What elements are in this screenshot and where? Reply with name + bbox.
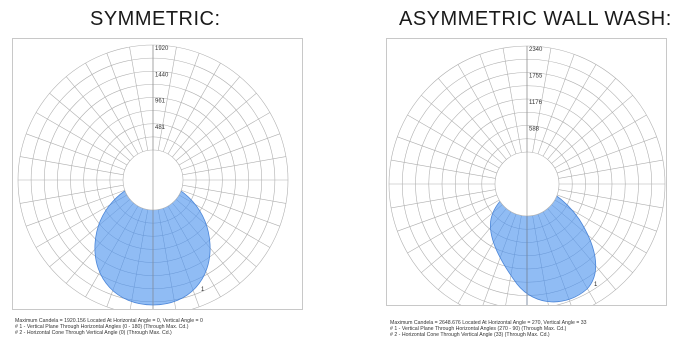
grid-spoke xyxy=(85,62,139,155)
grid-spoke xyxy=(502,48,522,153)
grid-spoke xyxy=(175,199,211,267)
grid-spoke xyxy=(438,78,507,160)
grid-spoke xyxy=(26,189,125,227)
symmetric-polar-plot: 481 961 1440 1920 1 xyxy=(17,44,289,309)
grid-spoke xyxy=(129,209,149,305)
legend-line: Maximum Candela = 2648.676 Located At Ho… xyxy=(390,320,587,326)
curve-label: 1 xyxy=(594,282,598,288)
grid-spoke xyxy=(556,194,657,232)
asymmetric-legend: Maximum Candela = 2648.676 Located At Ho… xyxy=(390,320,587,339)
grid-spoke xyxy=(407,114,500,169)
asymmetric-photometric-diagram: 588 1176 1755 2340 1 xyxy=(386,38,667,306)
grid-spoke xyxy=(532,215,552,302)
grid-spoke xyxy=(106,53,144,152)
grid-spoke xyxy=(65,76,134,158)
ring-label: 1440 xyxy=(155,72,169,78)
grid-spoke xyxy=(19,184,124,204)
grid-spoke xyxy=(106,208,143,305)
grid-spoke xyxy=(162,53,200,152)
grid-spoke xyxy=(178,194,211,248)
grid-spoke xyxy=(391,159,496,179)
grid-spoke xyxy=(547,78,616,160)
grid-spoke xyxy=(182,184,287,204)
grid-spoke xyxy=(421,204,503,273)
symmetric-heading: SYMMETRIC: xyxy=(90,8,221,30)
grid-spoke xyxy=(502,215,522,302)
ring-label: 481 xyxy=(155,125,166,131)
grid-spoke xyxy=(542,64,597,157)
ring-label: 1176 xyxy=(529,100,543,106)
legend-line: # 1 - Vertical Plane Through Horizontal … xyxy=(15,324,189,331)
grid-spoke xyxy=(26,133,125,171)
ring-label: 1755 xyxy=(529,74,543,80)
grid-spoke xyxy=(19,156,124,176)
ring-labels: 588 1176 1755 2340 xyxy=(529,47,543,133)
grid-spoke xyxy=(178,112,271,166)
center-hub xyxy=(122,45,184,309)
grid-spoke xyxy=(554,199,596,254)
legend-line: # 2 - Horizontal Cone Through Vertical A… xyxy=(15,330,172,337)
grid-spoke xyxy=(157,209,177,305)
grid-spoke xyxy=(94,194,128,248)
asymmetric-polar-plot: 588 1176 1755 2340 1 xyxy=(388,45,666,305)
ring-label: 961 xyxy=(155,99,166,105)
grid-spoke xyxy=(457,64,512,157)
grid-spoke xyxy=(391,189,496,209)
grid-spoke xyxy=(172,202,211,284)
grid-spoke xyxy=(94,205,139,298)
grid-spoke xyxy=(172,76,241,158)
grid-spoke xyxy=(532,48,552,153)
grid-spoke xyxy=(397,194,498,232)
grid-spoke xyxy=(558,189,663,209)
grid-spoke xyxy=(421,95,503,164)
grid-spoke xyxy=(547,208,596,290)
grid-spoke xyxy=(490,211,512,302)
ring-label: 588 xyxy=(529,127,540,133)
grid-spoke xyxy=(554,114,647,169)
grid-spoke xyxy=(182,156,287,176)
grid-spoke xyxy=(157,46,177,151)
ring-label: 2340 xyxy=(529,47,543,53)
grid-spoke xyxy=(537,213,575,302)
grid-spoke xyxy=(490,208,507,290)
legend-line: # 2 - Horizontal Cone Through Vertical A… xyxy=(390,332,550,339)
grid-spoke xyxy=(35,112,128,166)
grid-spoke xyxy=(407,199,500,254)
grid-spoke xyxy=(181,133,280,171)
curve-label: 1 xyxy=(201,287,205,293)
ring-label: 1920 xyxy=(155,46,169,52)
grid-spoke xyxy=(167,205,211,298)
grid-spoke xyxy=(397,136,498,174)
grid-spoke xyxy=(551,95,633,164)
ring-labels: 481 961 1440 1920 xyxy=(155,46,169,131)
grid-spoke xyxy=(175,92,257,161)
asymmetric-heading: ASYMMETRIC WALL WASH: xyxy=(399,8,672,30)
grid-spoke xyxy=(94,202,134,284)
grid-spoke xyxy=(94,199,131,267)
grid-spoke xyxy=(181,189,280,227)
center-hub xyxy=(494,46,560,305)
symmetric-photometric-diagram: 481 961 1440 1920 1 xyxy=(12,38,303,310)
grid-spoke xyxy=(129,46,149,151)
legend-line: # 1 - Vertical Plane Through Horizontal … xyxy=(390,326,567,333)
grid-spoke xyxy=(556,136,657,174)
grid-spoke xyxy=(542,211,596,302)
legend-line: Maximum Candela = 1920.156 Located At Ho… xyxy=(15,318,203,324)
grid-spoke xyxy=(537,54,575,155)
grid-spoke xyxy=(558,159,663,179)
grid-spoke xyxy=(167,62,221,155)
symmetric-legend: Maximum Candela = 1920.156 Located At Ho… xyxy=(15,318,203,337)
grid-spoke xyxy=(49,92,131,161)
grid-spoke xyxy=(479,54,517,155)
